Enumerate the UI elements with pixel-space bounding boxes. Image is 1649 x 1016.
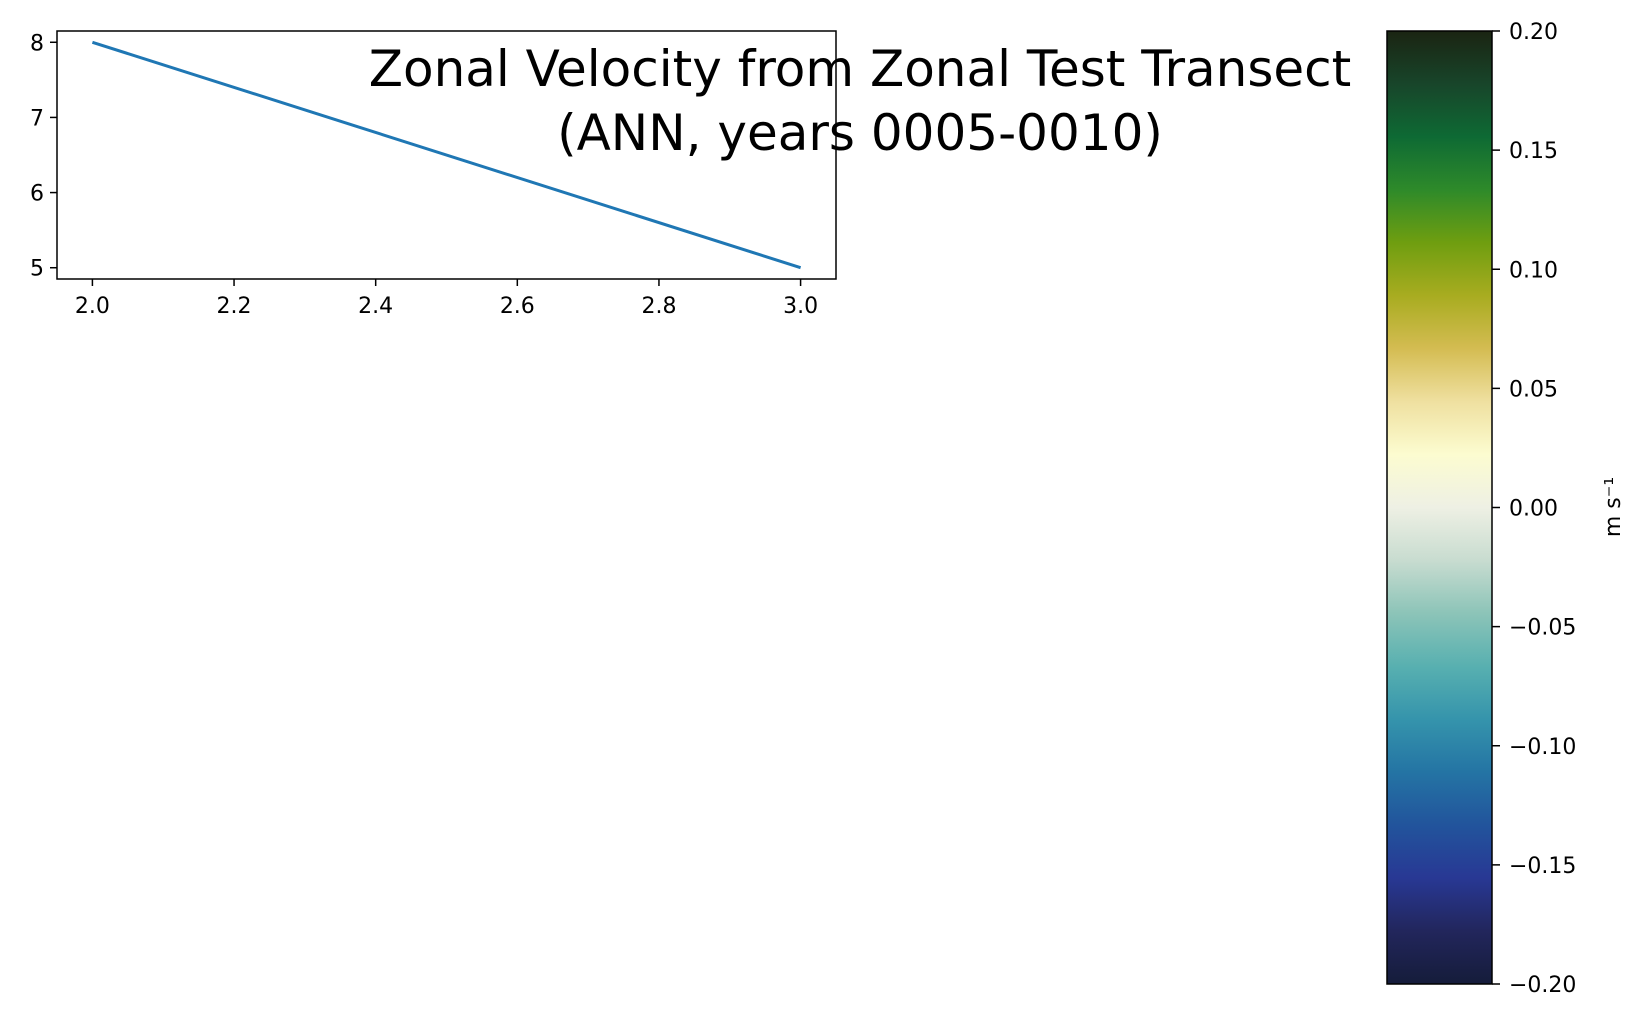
colorbar: 0.20 0.15 0.10 0.05 0.00 −0.05 −0.10 −0.15 −0.20… <box>1386 20 1626 998</box>
y-tick-label: 8 <box>30 31 44 56</box>
x-tick-label: 2.8 <box>641 294 676 319</box>
colorbar-tick-label: −0.05 <box>1509 616 1576 641</box>
x-tick-label: 2.0 <box>75 294 110 319</box>
line-plot: 2.0 2.2 2.4 2.6 2.8 3.0 5 6 7 8 <box>30 30 837 319</box>
y-axis-ticks: 5 6 7 8 <box>30 31 57 282</box>
y-tick-label: 6 <box>30 182 44 207</box>
colorbar-tick-label: −0.10 <box>1509 735 1576 760</box>
x-tick-label: 2.2 <box>217 294 252 319</box>
colorbar-tick-label: −0.20 <box>1509 973 1576 998</box>
figure-title-line-2: (ANN, years 0005-0010) <box>557 104 1163 162</box>
colorbar-label: m s⁻¹ <box>1601 477 1626 537</box>
colorbar-ticks: 0.20 0.15 0.10 0.05 0.00 −0.05 −0.10 −0.15 −0.20 <box>1492 20 1576 998</box>
colorbar-tick-label: 0.20 <box>1509 20 1558 45</box>
colorbar-tick-label: 0.00 <box>1509 497 1558 522</box>
y-tick-label: 7 <box>30 106 44 131</box>
colorbar-tick-label: 0.05 <box>1509 377 1558 402</box>
y-tick-label: 5 <box>30 257 44 282</box>
colorbar-tick-label: 0.10 <box>1509 258 1558 283</box>
series-line <box>91 40 802 270</box>
colorbar-tick-label: 0.15 <box>1509 139 1558 164</box>
x-tick-label: 2.4 <box>358 294 393 319</box>
colorbar-gradient <box>1386 30 1493 985</box>
x-tick-label: 2.6 <box>500 294 535 319</box>
figure-title-line-1: Zonal Velocity from Zonal Test Transect <box>369 40 1352 98</box>
series-layer <box>91 40 802 270</box>
plot-frame <box>56 30 837 280</box>
x-tick-label: 3.0 <box>783 294 818 319</box>
colorbar-tick-label: −0.15 <box>1509 854 1576 879</box>
x-axis-ticks: 2.0 2.2 2.4 2.6 2.8 3.0 <box>75 279 818 319</box>
